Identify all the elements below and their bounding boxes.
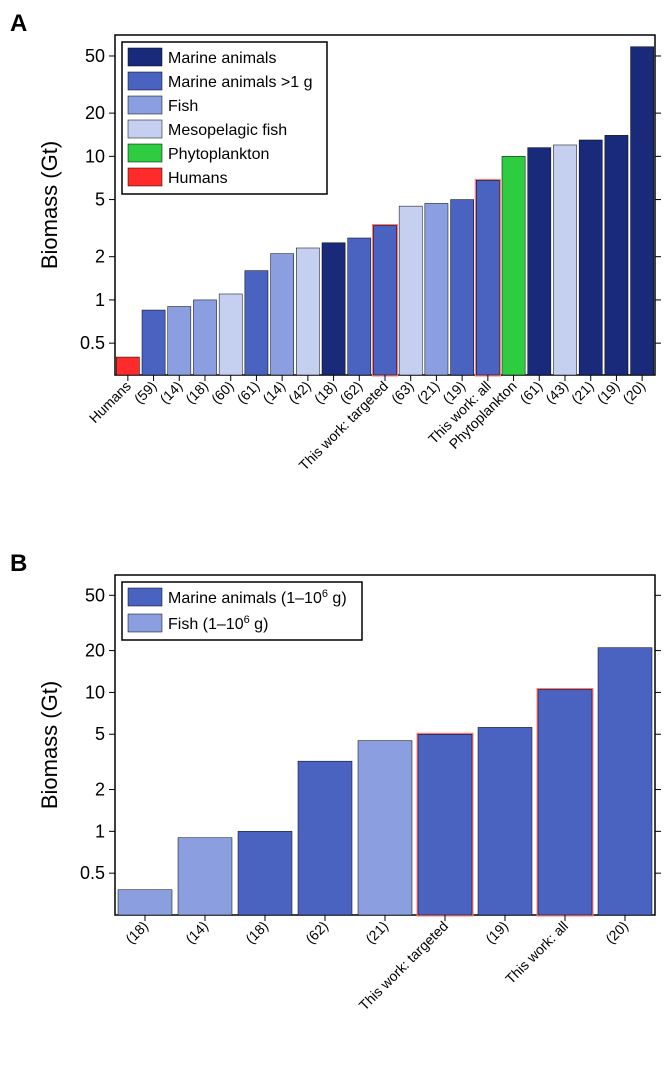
chart-a-svg: 0.5125102050Biomass (Gt)Humans(59)(14)(1… (10, 10, 662, 520)
bar (168, 306, 191, 375)
bar (219, 294, 242, 375)
bar (193, 300, 216, 375)
svg-text:(18): (18) (242, 918, 271, 947)
svg-text:20: 20 (85, 103, 105, 123)
bar (142, 310, 165, 375)
svg-text:(21): (21) (362, 918, 391, 947)
svg-text:Biomass (Gt): Biomass (Gt) (37, 141, 62, 269)
bar (631, 47, 654, 375)
bar (553, 145, 576, 375)
svg-text:(43): (43) (542, 378, 571, 407)
svg-text:10: 10 (85, 146, 105, 166)
svg-text:Biomass (Gt): Biomass (Gt) (37, 681, 62, 809)
svg-text:50: 50 (85, 585, 105, 605)
svg-text:(61): (61) (234, 378, 263, 407)
svg-text:(20): (20) (619, 378, 648, 407)
bar (598, 648, 652, 915)
svg-text:(14): (14) (156, 378, 185, 407)
svg-text:(14): (14) (182, 918, 211, 947)
bar (373, 225, 396, 375)
bar (348, 238, 371, 375)
svg-text:Mesopelagic fish: Mesopelagic fish (168, 122, 287, 139)
bar (418, 734, 472, 915)
bar (399, 206, 422, 375)
svg-text:Fish: Fish (168, 98, 198, 115)
svg-text:1: 1 (95, 290, 105, 310)
svg-text:(18): (18) (311, 378, 340, 407)
bar (476, 180, 499, 375)
svg-text:(62): (62) (302, 918, 331, 947)
svg-text:(42): (42) (285, 378, 314, 407)
bar (605, 135, 628, 375)
bar (538, 689, 592, 915)
svg-text:5: 5 (95, 724, 105, 744)
svg-text:0.5: 0.5 (80, 333, 105, 353)
svg-text:(61): (61) (516, 378, 545, 407)
panel-b: B 0.5125102050Biomass (Gt)(18)(14)(18)(6… (10, 550, 662, 1050)
svg-text:(20): (20) (602, 918, 631, 947)
svg-text:(21): (21) (568, 378, 597, 407)
bar (238, 831, 292, 915)
svg-text:10: 10 (85, 682, 105, 702)
bar (322, 243, 345, 375)
svg-text:2: 2 (95, 247, 105, 267)
svg-text:2: 2 (95, 780, 105, 800)
bar (245, 271, 268, 375)
svg-text:(19): (19) (594, 378, 623, 407)
svg-text:(18): (18) (122, 918, 151, 947)
svg-text:Phytoplankton: Phytoplankton (168, 146, 269, 163)
svg-text:1: 1 (95, 821, 105, 841)
chart-b-svg: 0.5 1 2 5 10 20 50 Biomass (Gt) (18) (14) (18) (62)… (10, 550, 662, 1050)
svg-text:Marine animals (1–106 g): Marine animals (1–106 g) (168, 588, 347, 607)
svg-text:(21): (21) (414, 378, 443, 407)
bar (296, 248, 319, 375)
bar (298, 761, 352, 915)
bar (178, 838, 232, 915)
svg-text:(63): (63) (388, 378, 417, 407)
svg-text:(18): (18) (182, 378, 211, 407)
svg-text:50: 50 (85, 46, 105, 66)
svg-text:(59): (59) (131, 378, 160, 407)
chart-a-container: 0.5125102050Biomass (Gt)Humans(59)(14)(1… (10, 10, 662, 520)
bar (451, 200, 474, 375)
svg-text:(19): (19) (482, 918, 511, 947)
svg-text:5: 5 (95, 190, 105, 210)
svg-text:Humans: Humans (168, 170, 228, 187)
bar (502, 156, 525, 375)
svg-text:This work: all: This work: all (502, 918, 571, 987)
bar (478, 727, 532, 915)
bar (528, 148, 551, 375)
bar (116, 357, 139, 375)
svg-text:Marine animals >1 g: Marine animals >1 g (168, 74, 313, 91)
svg-text:Humans: Humans (86, 378, 134, 426)
chart-b-container: 0.5 1 2 5 10 20 50 Biomass (Gt) (18) (14) (18) (62)… (10, 550, 662, 1050)
bar (118, 890, 172, 915)
svg-text:20: 20 (85, 641, 105, 661)
svg-text:(60): (60) (208, 378, 237, 407)
svg-text:Fish (1–106 g): Fish (1–106 g) (168, 614, 268, 633)
bar (579, 140, 602, 375)
svg-text:0.5: 0.5 (80, 863, 105, 883)
panel-a: A 0.5125102050Biomass (Gt)Humans(59)(14)… (10, 10, 662, 520)
bar (271, 254, 294, 375)
svg-text:(14): (14) (259, 378, 288, 407)
svg-text:Marine animals: Marine animals (168, 50, 276, 67)
bar (358, 741, 412, 915)
bar (425, 203, 448, 375)
